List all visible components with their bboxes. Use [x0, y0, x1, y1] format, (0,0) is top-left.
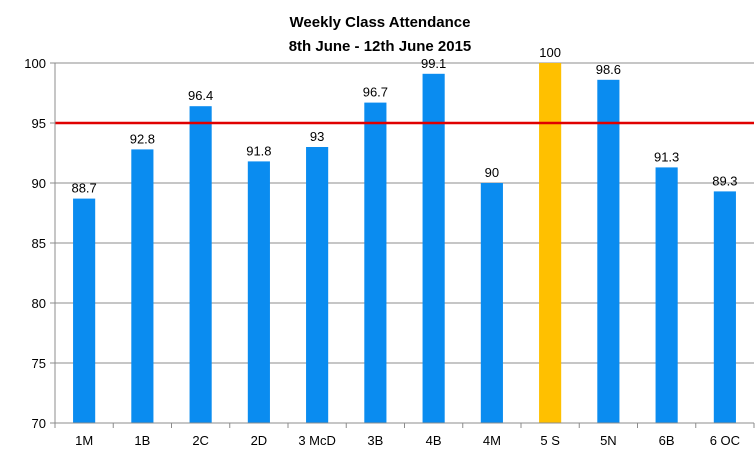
y-tick-label: 90 [32, 176, 46, 191]
x-tick-label: 3B [367, 433, 383, 448]
y-tick-label: 75 [32, 356, 46, 371]
y-tick-label: 95 [32, 116, 46, 131]
y-tick-label: 100 [24, 56, 46, 71]
bar-6b [655, 167, 678, 423]
axes [50, 62, 755, 428]
data-label: 96.4 [188, 88, 213, 103]
x-tick-label: 2D [251, 433, 268, 448]
x-tick-label: 1B [134, 433, 150, 448]
x-tick-label: 2C [192, 433, 209, 448]
bars [73, 63, 736, 424]
data-label: 100 [539, 45, 561, 60]
data-label: 90 [485, 165, 499, 180]
bar-3-mcd [306, 147, 329, 423]
bar-4b [422, 73, 445, 424]
bar-4m [480, 183, 503, 423]
x-tick-label: 6B [659, 433, 675, 448]
chart-title: Weekly Class Attendance [290, 14, 471, 31]
bar-2c [189, 106, 212, 423]
x-tick-label: 4M [483, 433, 501, 448]
gridlines [55, 62, 754, 424]
x-tick-label: 4B [426, 433, 442, 448]
data-label: 96.7 [363, 85, 388, 100]
x-tick-label: 5 S [540, 433, 560, 448]
x-tick-label: 5N [600, 433, 617, 448]
y-tick-label: 70 [32, 416, 46, 431]
bar-5-s [539, 63, 562, 423]
labels: 70 75 80 85 90 95 100 88.7 1M 92.8 1B 96.4 2C 91.8 2D 9… [24, 45, 740, 448]
data-label: 89.3 [712, 173, 737, 188]
chart-subtitle: 8th June - 12th June 2015 [289, 38, 472, 55]
data-label: 88.7 [71, 181, 96, 196]
data-label: 98.6 [596, 62, 621, 77]
y-tick-label: 80 [32, 296, 46, 311]
bar-5n [597, 79, 620, 424]
data-label: 99.1 [421, 56, 446, 71]
bar-6-oc [713, 191, 736, 423]
x-tick-label: 6 OC [710, 433, 740, 448]
data-label: 91.3 [654, 149, 679, 164]
y-tick-label: 85 [32, 236, 46, 251]
bar-3b [364, 102, 387, 423]
data-label: 93 [310, 129, 324, 144]
bar-1b [131, 149, 154, 423]
bar-1m [73, 198, 96, 423]
data-label: 91.8 [246, 143, 271, 158]
bar-2d [247, 161, 270, 423]
x-tick-label: 3 McD [298, 433, 336, 448]
data-label: 92.8 [130, 131, 155, 146]
x-tick-label: 1M [75, 433, 93, 448]
